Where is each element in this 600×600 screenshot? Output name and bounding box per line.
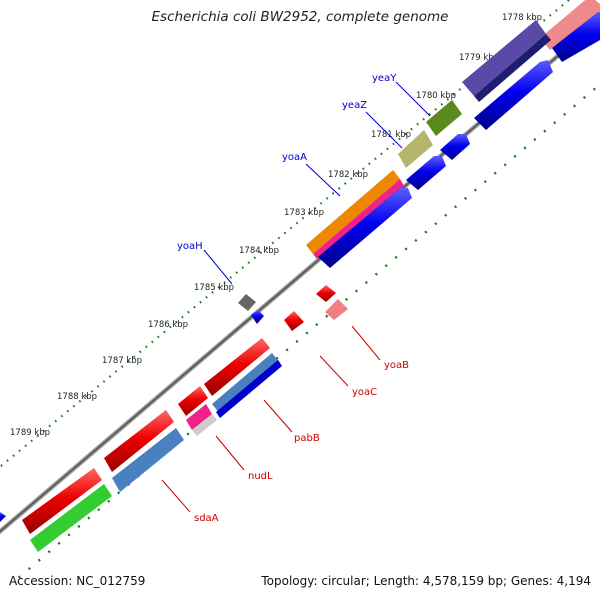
accession-text: Accession: NC_012759 — [9, 574, 146, 588]
callout-line-yoaH — [203, 249, 233, 285]
callout-line-sdaA — [161, 479, 191, 513]
gene-labels: yeaY yeaZ yoaA yoaH yoaB yoaC pabB nudL … — [177, 73, 409, 524]
gene-label-forward[interactable]: yeaY — [372, 73, 397, 84]
forward-features — [0, 0, 600, 522]
feature-yoaB-gene-pink[interactable] — [325, 299, 348, 320]
tick-labels: 1778 kbp 1779 kbp 1780 kbp 1781 kbp 1782… — [10, 13, 542, 438]
callout-line-yeaY — [395, 81, 431, 117]
feature-sdaA-gene-upper[interactable] — [104, 410, 174, 472]
tick-label: 1788 kbp — [57, 392, 97, 402]
gene-label-reverse[interactable]: yoaC — [352, 387, 377, 398]
callout-line-yeaZ — [365, 111, 403, 149]
feature-pabB-gene[interactable] — [204, 338, 270, 396]
feature-yoaA-gene-olive[interactable] — [398, 130, 433, 168]
feature-nudL-gene-pink[interactable] — [186, 404, 212, 430]
feature-sdaA-gene[interactable] — [22, 468, 102, 534]
feature-yeaY-band[interactable] — [462, 20, 546, 96]
feature-nudL-gene[interactable] — [178, 386, 208, 416]
tick-label: 1778 kbp — [502, 13, 542, 23]
feature-cds-arrow[interactable] — [251, 310, 264, 324]
tick-label: 1787 kbp — [102, 356, 142, 366]
callout-line-yoaB — [351, 325, 381, 361]
genome-summary-text: Topology: circular; Length: 4,578,159 bp… — [261, 574, 591, 588]
feature-nudL-gene-grey[interactable] — [192, 414, 217, 436]
callout-line-yoaA — [305, 163, 341, 197]
feature-yoaC-gene[interactable] — [284, 311, 304, 331]
feature-yoaB-gene[interactable] — [316, 285, 336, 302]
feature-sdaA-green[interactable] — [30, 484, 112, 552]
gene-label-reverse[interactable]: pabB — [294, 433, 320, 444]
tick-label: 1782 kbp — [328, 170, 368, 180]
tick-label: 1786 kbp — [148, 320, 188, 330]
tick-label: 1784 kbp — [239, 246, 279, 256]
tick-label: 1783 kbp — [284, 208, 324, 218]
reverse-tick-ring — [9, 82, 600, 586]
map-title: Escherichia coli BW2952, complete genome — [151, 9, 449, 25]
feature-yeaZ-gene[interactable] — [426, 100, 462, 136]
gene-label-forward[interactable]: yoaH — [177, 241, 203, 252]
tick-label: 1789 kbp — [10, 428, 50, 438]
feature-cds-arrow[interactable] — [474, 60, 553, 130]
feature-yeaY-band-dark[interactable] — [474, 34, 551, 102]
tick-label: 1780 kbp — [416, 91, 456, 101]
feature-sdaA-cds[interactable] — [112, 428, 184, 492]
feature-yeaY-gene[interactable] — [540, 0, 600, 50]
feature-pabB-cds[interactable] — [212, 353, 280, 414]
feature-pabB-cds-blue[interactable] — [216, 360, 282, 418]
gene-label-reverse[interactable]: nudL — [248, 471, 273, 482]
callout-line-yoaC — [319, 355, 349, 387]
tick-label: 1779 kbp — [459, 53, 499, 63]
gene-label-forward[interactable]: yoaA — [282, 152, 307, 163]
feature-cds-arrow[interactable] — [318, 188, 412, 268]
tick-label: 1781 kbp — [371, 130, 411, 140]
callout-line-nudL — [215, 435, 245, 471]
tick-label: 1785 kbp — [194, 283, 234, 293]
callout-line-pabB — [263, 399, 293, 433]
feature-yoaA-gene-pink[interactable] — [313, 179, 404, 259]
reverse-features — [22, 285, 348, 552]
feature-cds-arrow[interactable] — [406, 156, 446, 190]
gene-label-forward[interactable]: yeaZ — [342, 100, 367, 111]
feature-cds-arrow[interactable] — [440, 134, 470, 160]
feature-yoaH-gene[interactable] — [238, 294, 256, 311]
feature-cds-arrow[interactable] — [552, 12, 600, 62]
callout-lines — [161, 81, 431, 513]
gene-label-reverse[interactable]: yoaB — [384, 360, 409, 371]
feature-cds-arrow[interactable] — [0, 512, 6, 522]
feature-yoaA-gene-orange[interactable] — [306, 170, 400, 254]
gene-label-reverse[interactable]: sdaA — [194, 513, 219, 524]
